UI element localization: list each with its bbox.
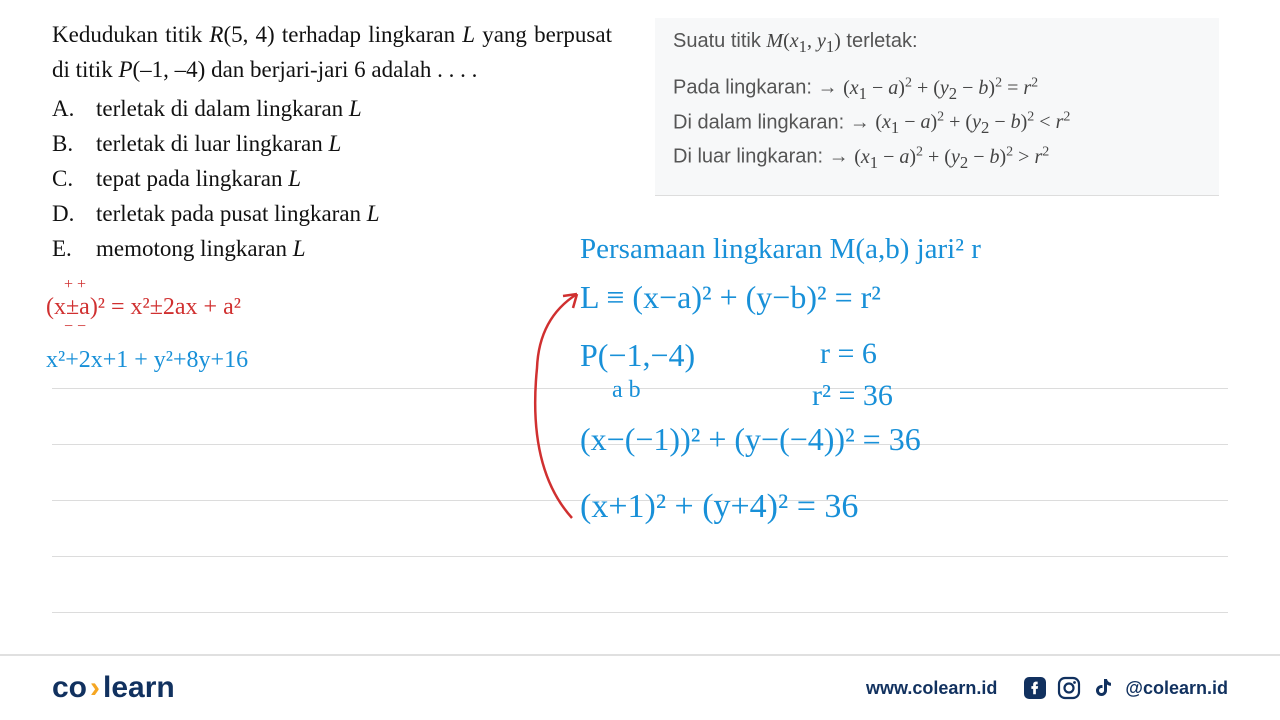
content-area: Kedudukan titik R(5, 4) terhadap lingkar… — [52, 18, 1228, 650]
footer-handle: @colearn.id — [1125, 678, 1228, 699]
tiktok-icon — [1091, 676, 1115, 700]
footer-url: www.colearn.id — [866, 678, 997, 699]
brand-logo: co›learn — [52, 671, 175, 705]
social-icons — [1023, 676, 1115, 700]
logo-left: co — [52, 671, 87, 704]
hw-blue-eq3: (x+1)² + (y+4)² = 36 — [580, 484, 858, 530]
hw-blue-r2: r² = 36 — [812, 376, 893, 417]
hw-blue-title: Persamaan lingkaran M(a,b) jari² r — [580, 230, 981, 269]
instagram-icon — [1057, 676, 1081, 700]
info-line-1: Pada lingkaran: → (x1 − a)2 + (y2 − b)2 … — [673, 75, 1201, 104]
info-line-2: Di dalam lingkaran: → (x1 − a)2 + (y2 − … — [673, 110, 1201, 139]
logo-right: learn — [103, 671, 175, 704]
facebook-icon — [1023, 676, 1047, 700]
hw-red-top-signs: + + — [64, 276, 86, 294]
hw-blue-eq2: (x−(−1))² + (y−(−4))² = 36 — [580, 418, 921, 461]
hw-blue-ab: a b — [612, 374, 641, 406]
hw-blue-r: r = 6 — [820, 334, 877, 375]
info-line-3: Di luar lingkaran: → (x1 − a)2 + (y2 − b… — [673, 144, 1201, 173]
hw-blue-eq1: L ≡ (x−a)² + (y−b)² = r² — [580, 276, 881, 319]
hw-blue-P: P(−1,−4) — [580, 334, 695, 377]
hw-blue-expansion: x²+2x+1 + y²+8y+16 — [46, 344, 248, 376]
info-title: Suatu titik M(x1, y1) terletak: — [673, 30, 1201, 57]
hw-red-bottom-signs: − − — [64, 318, 86, 336]
hw-red-formula: (x±a)² = x²±2ax + a² — [46, 294, 241, 321]
footer: co›learn www.colearn.id @colearn.id — [0, 654, 1280, 720]
info-box: Suatu titik M(x1, y1) terletak: Pada lin… — [655, 18, 1219, 196]
logo-dot: › — [87, 671, 103, 704]
